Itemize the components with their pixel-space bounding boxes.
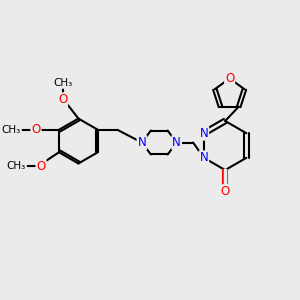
Text: O: O (31, 123, 40, 136)
Text: N: N (137, 136, 146, 149)
Text: N: N (200, 151, 208, 164)
Text: O: O (220, 185, 230, 198)
Text: CH₃: CH₃ (2, 125, 21, 135)
Text: N: N (200, 127, 208, 140)
Text: O: O (58, 93, 67, 106)
Text: CH₃: CH₃ (7, 161, 26, 171)
Text: O: O (225, 72, 234, 85)
Text: O: O (36, 160, 46, 172)
Text: N: N (172, 136, 181, 149)
Text: CH₃: CH₃ (53, 78, 72, 88)
